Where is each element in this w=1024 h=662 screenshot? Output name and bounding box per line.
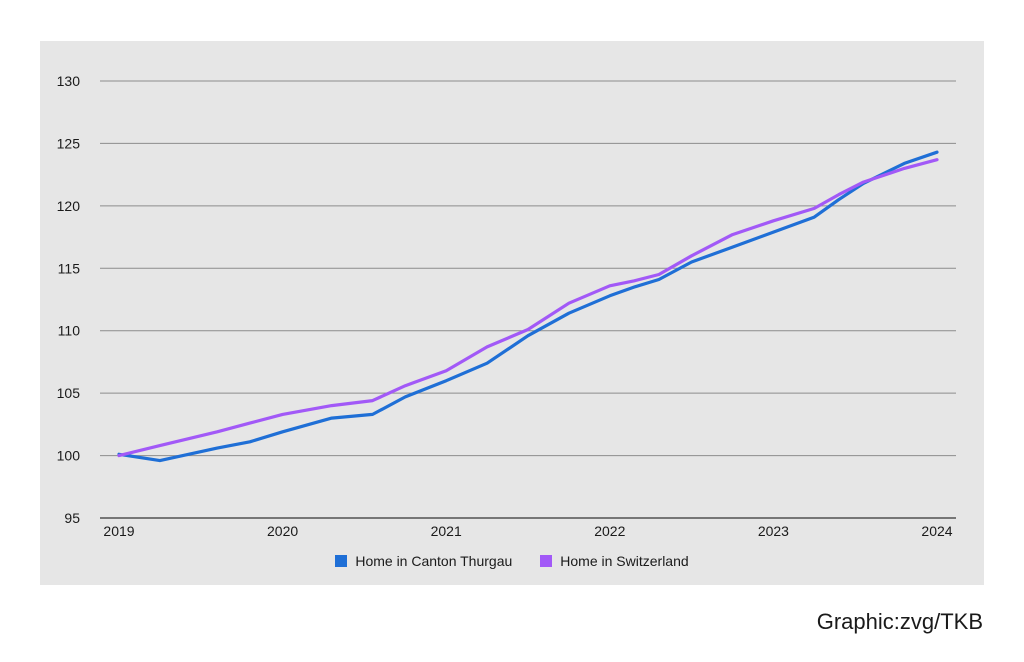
y-axis-ticks: 95 100 105 110 115 120 125 130	[57, 73, 81, 526]
chart-panel: 95 100 105 110 115 120 125 130 2019 2020 2021 2022…	[40, 41, 984, 585]
series-line-thurgau	[117, 150, 939, 463]
legend-label: Home in Switzerland	[560, 553, 689, 569]
x-axis-ticks: 2019 2020 2021 2022 2023 2024	[103, 523, 952, 539]
y-tick-label: 130	[57, 73, 81, 89]
x-tick-label: 2024	[921, 523, 952, 539]
legend: Home in Canton Thurgau Home in Switzerlan…	[40, 553, 984, 569]
legend-item: Home in Switzerland	[540, 553, 689, 569]
y-tick-label: 125	[57, 135, 81, 151]
x-tick-label: 2019	[103, 523, 134, 539]
series-line-switzerland	[117, 158, 939, 458]
legend-swatch	[540, 555, 553, 567]
legend-label: Home in Canton Thurgau	[355, 553, 513, 569]
legend-item: Home in Canton Thurgau	[335, 553, 512, 569]
line-chart: 95 100 105 110 115 120 125 130 2019 2020 2021 2022…	[57, 73, 956, 539]
x-tick-label: 2023	[758, 523, 789, 539]
y-tick-label: 105	[57, 385, 81, 401]
y-tick-label: 100	[57, 448, 81, 464]
legend-swatch	[335, 555, 348, 567]
x-tick-label: 2021	[431, 523, 462, 539]
y-tick-label: 120	[57, 198, 81, 214]
y-tick-label: 110	[58, 323, 81, 339]
x-tick-label: 2022	[594, 523, 625, 539]
gridlines	[100, 80, 956, 519]
y-tick-label: 115	[58, 260, 81, 276]
y-tick-label: 95	[64, 510, 80, 526]
x-tick-label: 2020	[267, 523, 298, 539]
series-lines	[117, 150, 939, 463]
source-credit: Graphic:zvg/TKB	[816, 609, 983, 634]
